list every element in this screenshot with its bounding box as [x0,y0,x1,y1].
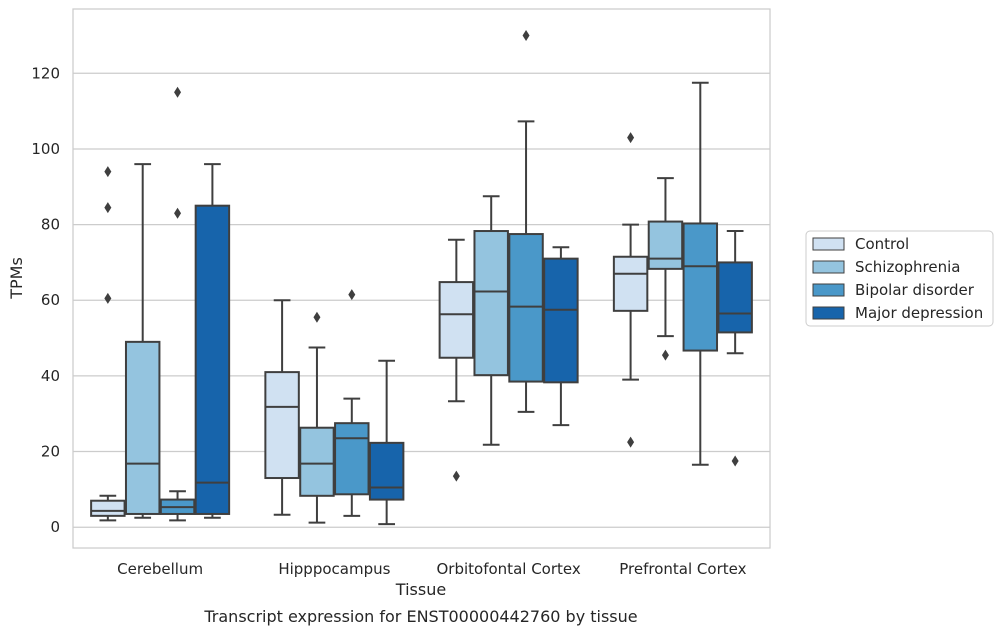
box-bipolar-disorder-2 [508,29,544,413]
outlier-point [452,470,460,482]
box-body [612,255,649,312]
y-tick-label: 100 [31,140,60,158]
y-tick-label: 20 [41,443,60,461]
plot-frame [72,8,771,549]
outlier-point [627,436,635,448]
box-body [194,204,231,515]
legend-swatch [812,283,845,297]
y-tick-label: 60 [41,291,60,309]
grid-lines [73,72,770,528]
outlier-point [313,311,321,323]
box-major-depression-1 [368,359,405,526]
outlier-point [348,289,356,301]
box-groups [90,29,753,526]
box-major-depression-2 [543,246,579,427]
box-control-0 [90,166,126,522]
box-body [438,281,475,359]
x-tick-label: Prefrontal Cortex [619,560,746,578]
box-body [124,340,161,515]
legend: Control Schizophrenia Bipolar disorder Majo… [805,230,994,327]
outlier-point [174,207,182,219]
outlier-point [731,455,739,467]
outlier-point [104,292,112,304]
x-tick-label: Cerebellum [117,560,203,578]
outlier-point [104,202,112,214]
y-tick-label: 80 [41,216,60,234]
legend-entry: Control [855,235,909,253]
box-body [299,426,335,497]
y-tick-label: 120 [31,64,60,82]
box-bipolar-disorder-3 [682,81,719,466]
chart-caption: Transcript expression for ENST0000044276… [203,607,637,626]
legend-swatch [812,260,845,274]
box-body [717,261,753,334]
box-major-depression-3 [717,230,753,467]
outlier-point [174,86,182,98]
box-body [334,422,370,496]
legend-entry: Major depression [855,304,983,322]
outlier-point [104,166,112,178]
box-schizophrenia-2 [473,195,509,446]
x-tick-label: Orbitofontal Cortex [437,560,581,578]
box-body [473,230,509,377]
box-bipolar-disorder-1 [334,289,370,517]
box-body [368,441,405,501]
x-tick-label: Hipppocampus [278,560,390,578]
y-axis-label: TPMs [7,257,26,300]
outlier-point [661,349,669,361]
box-body [508,233,544,383]
box-control-1 [264,299,300,516]
box-control-3 [612,132,649,448]
box-body [647,220,684,270]
box-bipolar-disorder-0 [159,86,196,522]
box-body [90,499,126,517]
box-body [682,222,719,352]
box-control-2 [438,238,475,482]
legend-entry: Schizophrenia [855,258,960,276]
x-axis-label: Tissue [395,580,446,599]
legend-entry: Bipolar disorder [855,281,975,299]
x-axis-ticks: Cerebellum Hipppocampus Orbitofontal Corte… [117,560,746,578]
legend-swatch [812,237,845,251]
box-schizophrenia-3 [647,177,684,361]
box-schizophrenia-1 [299,311,335,524]
box-schizophrenia-0 [124,163,161,519]
outlier-point [627,132,635,144]
plot-background [73,9,770,548]
legend-swatch [812,306,845,320]
y-axis-ticks: 0 20 40 60 80 100 120 [31,64,60,536]
y-tick-label: 40 [41,367,60,385]
y-tick-label: 0 [50,518,60,536]
outlier-point [522,29,530,41]
box-body [264,371,300,480]
box-body [543,257,579,384]
box-major-depression-0 [194,163,231,519]
legend-frame [805,230,994,327]
